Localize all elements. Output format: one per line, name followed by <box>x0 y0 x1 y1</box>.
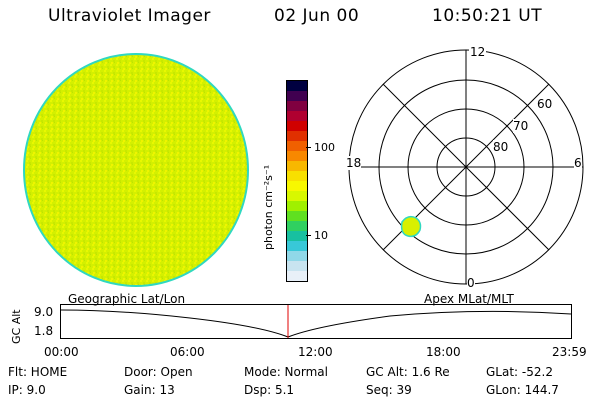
colorbar-unit-label: photon cm⁻²s⁻¹ <box>262 164 275 250</box>
timeline-axis-label: GC Alt <box>10 309 23 344</box>
instrument-title: Ultraviolet Imager <box>48 6 211 26</box>
colorbar-segment <box>287 271 307 281</box>
timeline-right-label: Apex MLat/MLT <box>424 292 514 306</box>
colorbar-segment <box>287 251 307 261</box>
gain-value: Gain: 13 <box>124 383 175 397</box>
lat-label-60: 60 <box>537 97 553 111</box>
timeline-frame <box>60 304 572 339</box>
colorbar-segment <box>287 241 307 251</box>
colorbar-segment <box>287 111 307 121</box>
colorbar-segment <box>287 81 307 91</box>
timeline-left-label: Geographic Lat/Lon <box>68 292 186 306</box>
timeline-tick-1200: 12:00 <box>298 345 333 359</box>
colorbar-segment <box>287 131 307 141</box>
altitude-curve <box>60 309 572 338</box>
timeline-tick-0600: 06:00 <box>170 345 205 359</box>
geographic-longitude: GLon: 144.7 <box>486 383 559 397</box>
gc-altitude: GC Alt: 1.6 Re <box>366 365 450 379</box>
lat-label-80: 80 <box>493 140 509 154</box>
colorbar-segment <box>287 231 307 241</box>
lat-label-70: 70 <box>513 119 529 133</box>
colorbar-segment <box>287 161 307 171</box>
altitude-timeline <box>60 304 572 339</box>
colorbar-tick-mark <box>306 147 311 148</box>
colorbar-tick-mark <box>306 235 311 236</box>
ip-value: IP: 9.0 <box>8 383 46 397</box>
mlt-label-12: 12 <box>469 45 487 59</box>
colorbar-segment <box>287 191 307 201</box>
colorbar-tick-100: 100 <box>314 141 335 154</box>
polar-mlt-plot <box>348 49 584 285</box>
earth-disk <box>23 53 249 287</box>
colorbar-segment <box>287 261 307 271</box>
colorbar-segment <box>287 201 307 211</box>
mlt-label-0: 0 <box>467 276 475 290</box>
timeline-tick-0000: 00:00 <box>44 345 79 359</box>
mode-value: Mode: Normal <box>244 365 328 379</box>
timeline-ymax: 9.0 <box>34 305 54 319</box>
color-scale-bar <box>286 80 308 282</box>
door-status: Door: Open <box>124 365 193 379</box>
colorbar-segment <box>287 121 307 131</box>
colorbar-segment <box>287 91 307 101</box>
colorbar-segment <box>287 221 307 231</box>
mlt-label-6: 6 <box>574 156 582 170</box>
colorbar-tick-10: 10 <box>314 229 328 242</box>
observation-date: 02 Jun 00 <box>274 6 360 26</box>
timeline-tick-1800: 18:00 <box>426 345 461 359</box>
observation-time: 10:50:21 UT <box>432 6 543 26</box>
colorbar-segment <box>287 151 307 161</box>
sequence-number: Seq: 39 <box>366 383 412 397</box>
timeline-tick-2359: 23:59 <box>552 345 587 359</box>
geographic-latitude: GLat: -52.2 <box>486 365 553 379</box>
colorbar-segment <box>287 101 307 111</box>
colorbar-segment <box>287 141 307 151</box>
dsp-value: Dsp: 5.1 <box>244 383 295 397</box>
aurora-patch <box>400 215 422 238</box>
timeline-ymin: 1.8 <box>34 324 54 338</box>
colorbar-segment <box>287 181 307 191</box>
mlt-label-18: 18 <box>346 156 362 170</box>
flight-status: Flt: HOME <box>8 365 68 379</box>
earth-disk-image <box>23 53 249 287</box>
colorbar-segment <box>287 171 307 181</box>
colorbar-segment <box>287 211 307 221</box>
